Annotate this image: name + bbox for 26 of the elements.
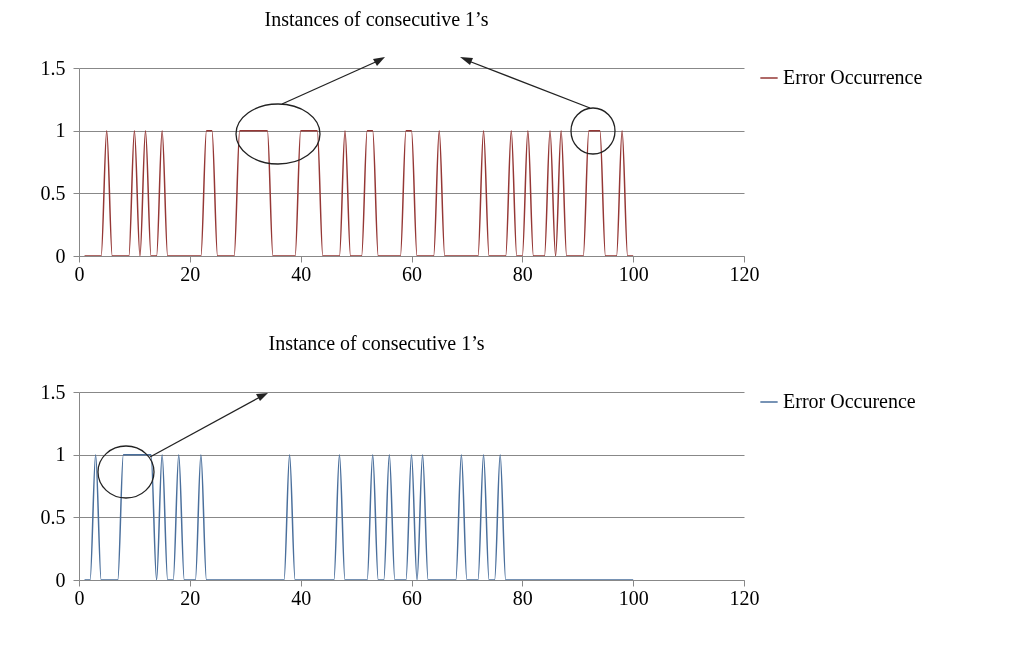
y-tick-label: 1.5 <box>40 56 66 79</box>
legend-label: Error Occurrence <box>783 66 923 88</box>
legend-label: Error Occurence <box>783 390 916 412</box>
x-tick-label: 100 <box>618 586 649 609</box>
x-tick-label: 60 <box>402 586 422 609</box>
x-tick-label: 120 <box>729 586 760 609</box>
y-tick-label: 1 <box>55 443 66 466</box>
x-tick-label: 40 <box>291 586 312 609</box>
x-tick-label: 0 <box>74 586 85 609</box>
y-tick-label: 1 <box>55 119 66 142</box>
x-tick-label: 40 <box>291 262 312 285</box>
y-tick-label: 0 <box>55 244 66 267</box>
text: Instance of consecutive 1’s <box>268 332 485 354</box>
y-tick-label: 0.5 <box>40 505 66 528</box>
x-tick-label: 60 <box>402 262 422 285</box>
x-tick-label: 80 <box>512 262 533 285</box>
x-tick-label: 100 <box>618 262 649 285</box>
text: Instances of consecutive 1’s <box>264 8 489 30</box>
x-tick-label: 0 <box>74 262 85 285</box>
y-tick-label: 1.5 <box>40 380 66 403</box>
x-tick-label: 20 <box>180 262 201 285</box>
x-tick-label: 20 <box>180 586 201 609</box>
y-tick-label: 0 <box>55 568 66 591</box>
x-tick-label: 80 <box>512 586 533 609</box>
x-tick-label: 120 <box>729 262 760 285</box>
y-tick-label: 0.5 <box>40 181 66 204</box>
